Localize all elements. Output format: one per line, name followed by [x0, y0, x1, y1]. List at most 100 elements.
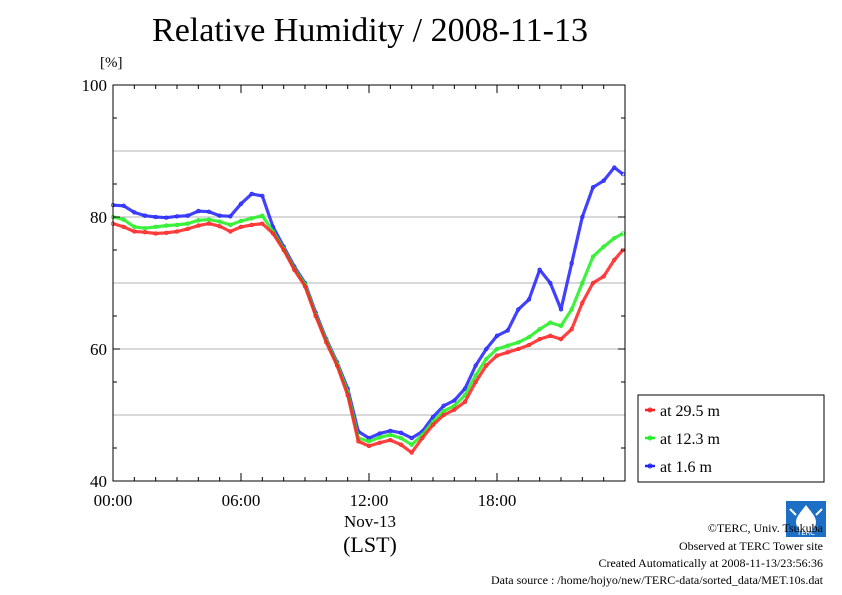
y-axis-unit: [%]: [100, 55, 123, 71]
data-point: [441, 403, 446, 408]
x-tick-label: 06:00: [222, 491, 261, 510]
footer-observed: Observed at TERC Tower site: [678, 539, 823, 553]
data-point: [142, 213, 148, 218]
data-point: [356, 439, 361, 444]
data-point: [494, 346, 500, 352]
data-point: [484, 346, 489, 352]
data-point: [548, 333, 553, 338]
data-point: [462, 399, 468, 404]
data-point: [260, 221, 265, 226]
footer-created: Created Automatically at 2008-11-13/23:5…: [598, 556, 823, 570]
data-point: [238, 224, 244, 230]
legend-marker: [647, 463, 653, 469]
data-point: [494, 333, 500, 338]
data-point: [270, 231, 276, 236]
data-point: [132, 224, 137, 230]
data-point: [153, 214, 158, 220]
data-point: [601, 274, 606, 279]
data-point: [409, 450, 414, 455]
data-point: [569, 261, 574, 266]
data-point: [121, 217, 126, 222]
data-point: [153, 231, 158, 236]
data-point: [441, 412, 446, 418]
data-point: [558, 307, 564, 312]
data-point: [612, 235, 617, 241]
data-point: [548, 320, 553, 325]
data-point: [377, 431, 382, 436]
data-point: [292, 267, 297, 272]
data-point: [441, 408, 446, 414]
data-point: [420, 435, 425, 441]
footer-copyright: ©TERC, Univ. Tsukuba: [707, 521, 823, 535]
footer-source: Data source : /home/hojyo/new/TERC-data/…: [490, 573, 823, 587]
data-point: [409, 442, 414, 447]
data-point: [313, 313, 318, 319]
data-point: [206, 209, 212, 214]
data-point: [505, 328, 510, 333]
grid-lines: [113, 150, 625, 416]
data-point: [366, 439, 372, 444]
data-point: [494, 353, 500, 358]
data-point: [377, 435, 382, 440]
data-point: [206, 221, 212, 226]
data-point: [580, 280, 585, 286]
data-point: [324, 340, 329, 345]
data-point: [569, 327, 574, 332]
data-point: [121, 203, 126, 208]
series-lines: [110, 165, 626, 455]
data-point: [409, 435, 414, 441]
axis-ticks: 40 60 80 100 00:00 06:00 12:00 18:00: [82, 76, 625, 510]
data-point: [473, 379, 478, 385]
x-tick-label: 12:00: [350, 491, 389, 510]
y-tick-label: 40: [90, 472, 107, 491]
data-point: [345, 393, 350, 398]
data-point: [238, 218, 244, 224]
data-point: [590, 280, 596, 286]
data-point: [228, 222, 233, 228]
data-point: [558, 336, 564, 342]
data-point: [142, 230, 148, 235]
data-point: [121, 224, 126, 230]
data-point: [217, 224, 222, 229]
data-point: [430, 422, 436, 428]
x-axis-unit: (LST): [343, 532, 397, 557]
legend-label: at 12.3 m: [660, 431, 721, 448]
data-point: [452, 398, 457, 403]
y-tick-label: 60: [90, 340, 107, 359]
data-point: [174, 214, 180, 219]
data-point: [174, 222, 180, 228]
data-point: [516, 307, 521, 312]
data-point: [164, 230, 169, 235]
data-point: [526, 297, 532, 302]
data-point: [217, 213, 222, 218]
data-point: [185, 221, 190, 226]
series-line-0: [112, 222, 625, 455]
legend-label: at 1.6 m: [660, 459, 713, 476]
data-point: [281, 247, 286, 253]
data-point: [260, 213, 265, 218]
data-point: [452, 407, 457, 412]
series-line-2: [112, 165, 624, 440]
data-point: [260, 193, 265, 199]
data-point: [174, 229, 180, 234]
data-point: [185, 213, 190, 218]
data-point: [206, 217, 212, 222]
data-point: [388, 437, 393, 443]
data-point: [398, 430, 404, 435]
data-point: [452, 403, 457, 408]
series-line-1: [112, 214, 624, 447]
data-point: [398, 442, 404, 447]
data-point: [516, 346, 521, 352]
data-point: [132, 210, 137, 215]
data-point: [164, 223, 169, 228]
data-point: [185, 226, 190, 232]
data-point: [580, 300, 585, 305]
legend-label: at 29.5 m: [660, 403, 721, 420]
data-point: [484, 363, 489, 368]
data-point: [612, 165, 617, 170]
data-point: [558, 323, 564, 329]
chart-title: Relative Humidity / 2008-11-13: [152, 12, 588, 49]
legend: at 29.5 m at 12.3 m at 1.6 m: [637, 394, 825, 483]
data-point: [505, 350, 510, 355]
data-point: [132, 229, 137, 234]
